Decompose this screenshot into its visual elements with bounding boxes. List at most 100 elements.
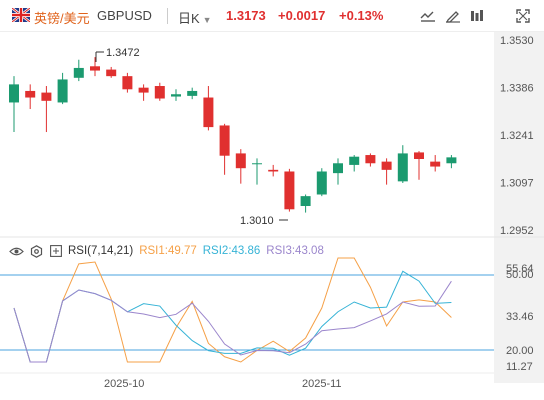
uk-flag-icon	[12, 8, 30, 22]
candle	[171, 89, 181, 101]
candle	[25, 84, 36, 110]
candle	[349, 155, 360, 172]
rsi-level-badge	[494, 268, 544, 282]
rsi3-series	[13, 280, 452, 363]
candle	[333, 158, 343, 185]
rsi-name: RSI(7,14,21)	[68, 245, 134, 257]
indicator-icon	[471, 10, 483, 21]
candle-body	[171, 94, 181, 97]
candle	[300, 194, 311, 213]
candle-body	[365, 155, 376, 164]
candle-body	[235, 153, 246, 169]
candle-body	[187, 90, 198, 96]
candle-body	[397, 153, 408, 182]
price-axis: 1.3530 1.3386 1.3241 1.3097 1.2952	[500, 35, 534, 237]
toolbar-divider	[167, 8, 168, 24]
rsi-tick-label: 33.46	[506, 311, 534, 323]
candle	[106, 66, 117, 78]
eye-icon[interactable]	[8, 243, 24, 259]
price-tick-label: 1.3530	[500, 35, 534, 47]
candle	[446, 155, 457, 169]
candle	[138, 84, 149, 101]
candle	[268, 164, 279, 177]
pair-symbol[interactable]: GBPUSD	[97, 8, 152, 23]
rsi-header: RSI(7,14,21) RSI1:49.77 RSI2:43.86 RSI3:…	[8, 243, 324, 259]
price-change: +0.0017	[278, 8, 326, 23]
candle	[41, 86, 52, 133]
indicator-toggle-icon[interactable]	[48, 243, 64, 259]
candle	[252, 158, 262, 185]
rsi3-value: RSI3:43.08	[266, 245, 324, 257]
candle	[90, 57, 100, 77]
candle-body	[381, 161, 392, 170]
timeframe-selector[interactable]: 日K ▼	[178, 8, 212, 27]
gear-icon[interactable]	[28, 243, 44, 259]
candle-body	[73, 67, 84, 78]
candle	[284, 168, 295, 212]
chevron-down-icon: ▼	[202, 15, 212, 25]
candle-body	[25, 90, 36, 98]
candle-body	[219, 125, 230, 156]
rsi1-value: RSI1:49.77	[139, 245, 197, 257]
price-axis-panel	[494, 32, 544, 237]
pair-name-cn[interactable]: 英镑/美元	[34, 11, 90, 26]
candle-body	[349, 156, 360, 165]
fullscreen-icon	[516, 9, 530, 23]
price-tick-label: 1.3241	[500, 130, 534, 142]
candle	[414, 151, 424, 180]
candle-body	[268, 169, 279, 172]
low-price-label: 1.3010	[240, 215, 274, 227]
candle-body	[122, 76, 133, 90]
rsi2-series	[13, 270, 452, 363]
candle-body	[106, 69, 117, 77]
candle-body	[90, 66, 100, 71]
line-chart-button[interactable]	[418, 7, 438, 25]
time-label-nov: 2025-11	[302, 378, 342, 390]
candle	[235, 149, 246, 184]
candle-body	[333, 163, 343, 174]
candle	[122, 72, 133, 93]
draw-tool-button[interactable]	[443, 7, 463, 25]
candle	[381, 158, 392, 185]
indicator-button[interactable]	[467, 7, 487, 25]
candle-body	[284, 171, 295, 210]
chart-area[interactable]: 1.3530 1.3386 1.3241 1.3097 1.2952 1.3472 1.…	[0, 32, 544, 400]
draw-icon	[445, 11, 460, 23]
rsi1-series	[13, 257, 452, 363]
candle-body	[9, 84, 19, 103]
rsi-tick-label: 11.27	[506, 361, 533, 373]
price-tick-label: 1.2952	[500, 225, 534, 237]
rsi-tick-label: 50.00	[506, 269, 534, 281]
price-tick-label: 1.3386	[500, 82, 534, 94]
candle-body	[414, 152, 424, 159]
candle	[187, 87, 198, 100]
rsi-tick-label: 20.00	[506, 345, 534, 357]
candle-body	[57, 79, 68, 103]
candle	[397, 145, 408, 183]
line-chart-icon	[420, 11, 435, 22]
candle-body	[446, 157, 457, 164]
chart-toolbar: 英镑/美元 GBPUSD 日K ▼ 1.3173 +0.0017 +0.13%	[0, 0, 544, 32]
candle	[219, 123, 230, 175]
fullscreen-button[interactable]	[513, 7, 533, 25]
rsi-tick-label: 55.64	[506, 263, 534, 275]
candle-body	[252, 163, 262, 165]
candle	[316, 168, 327, 197]
candle	[57, 72, 68, 105]
candle	[430, 155, 441, 172]
rsi-axis-panel	[494, 237, 544, 383]
candle-body	[41, 92, 52, 101]
candle	[203, 86, 214, 131]
candle-body	[154, 86, 165, 99]
high-price-label: 1.3472	[106, 47, 140, 59]
candle-body	[300, 196, 311, 207]
candle	[365, 153, 376, 167]
candle-body	[203, 97, 214, 128]
time-label-oct: 2025-10	[104, 378, 144, 390]
candle	[73, 59, 84, 82]
candlestick-series	[9, 57, 457, 213]
candle-body	[316, 171, 327, 195]
candle-body	[138, 87, 149, 93]
candle	[9, 76, 19, 133]
